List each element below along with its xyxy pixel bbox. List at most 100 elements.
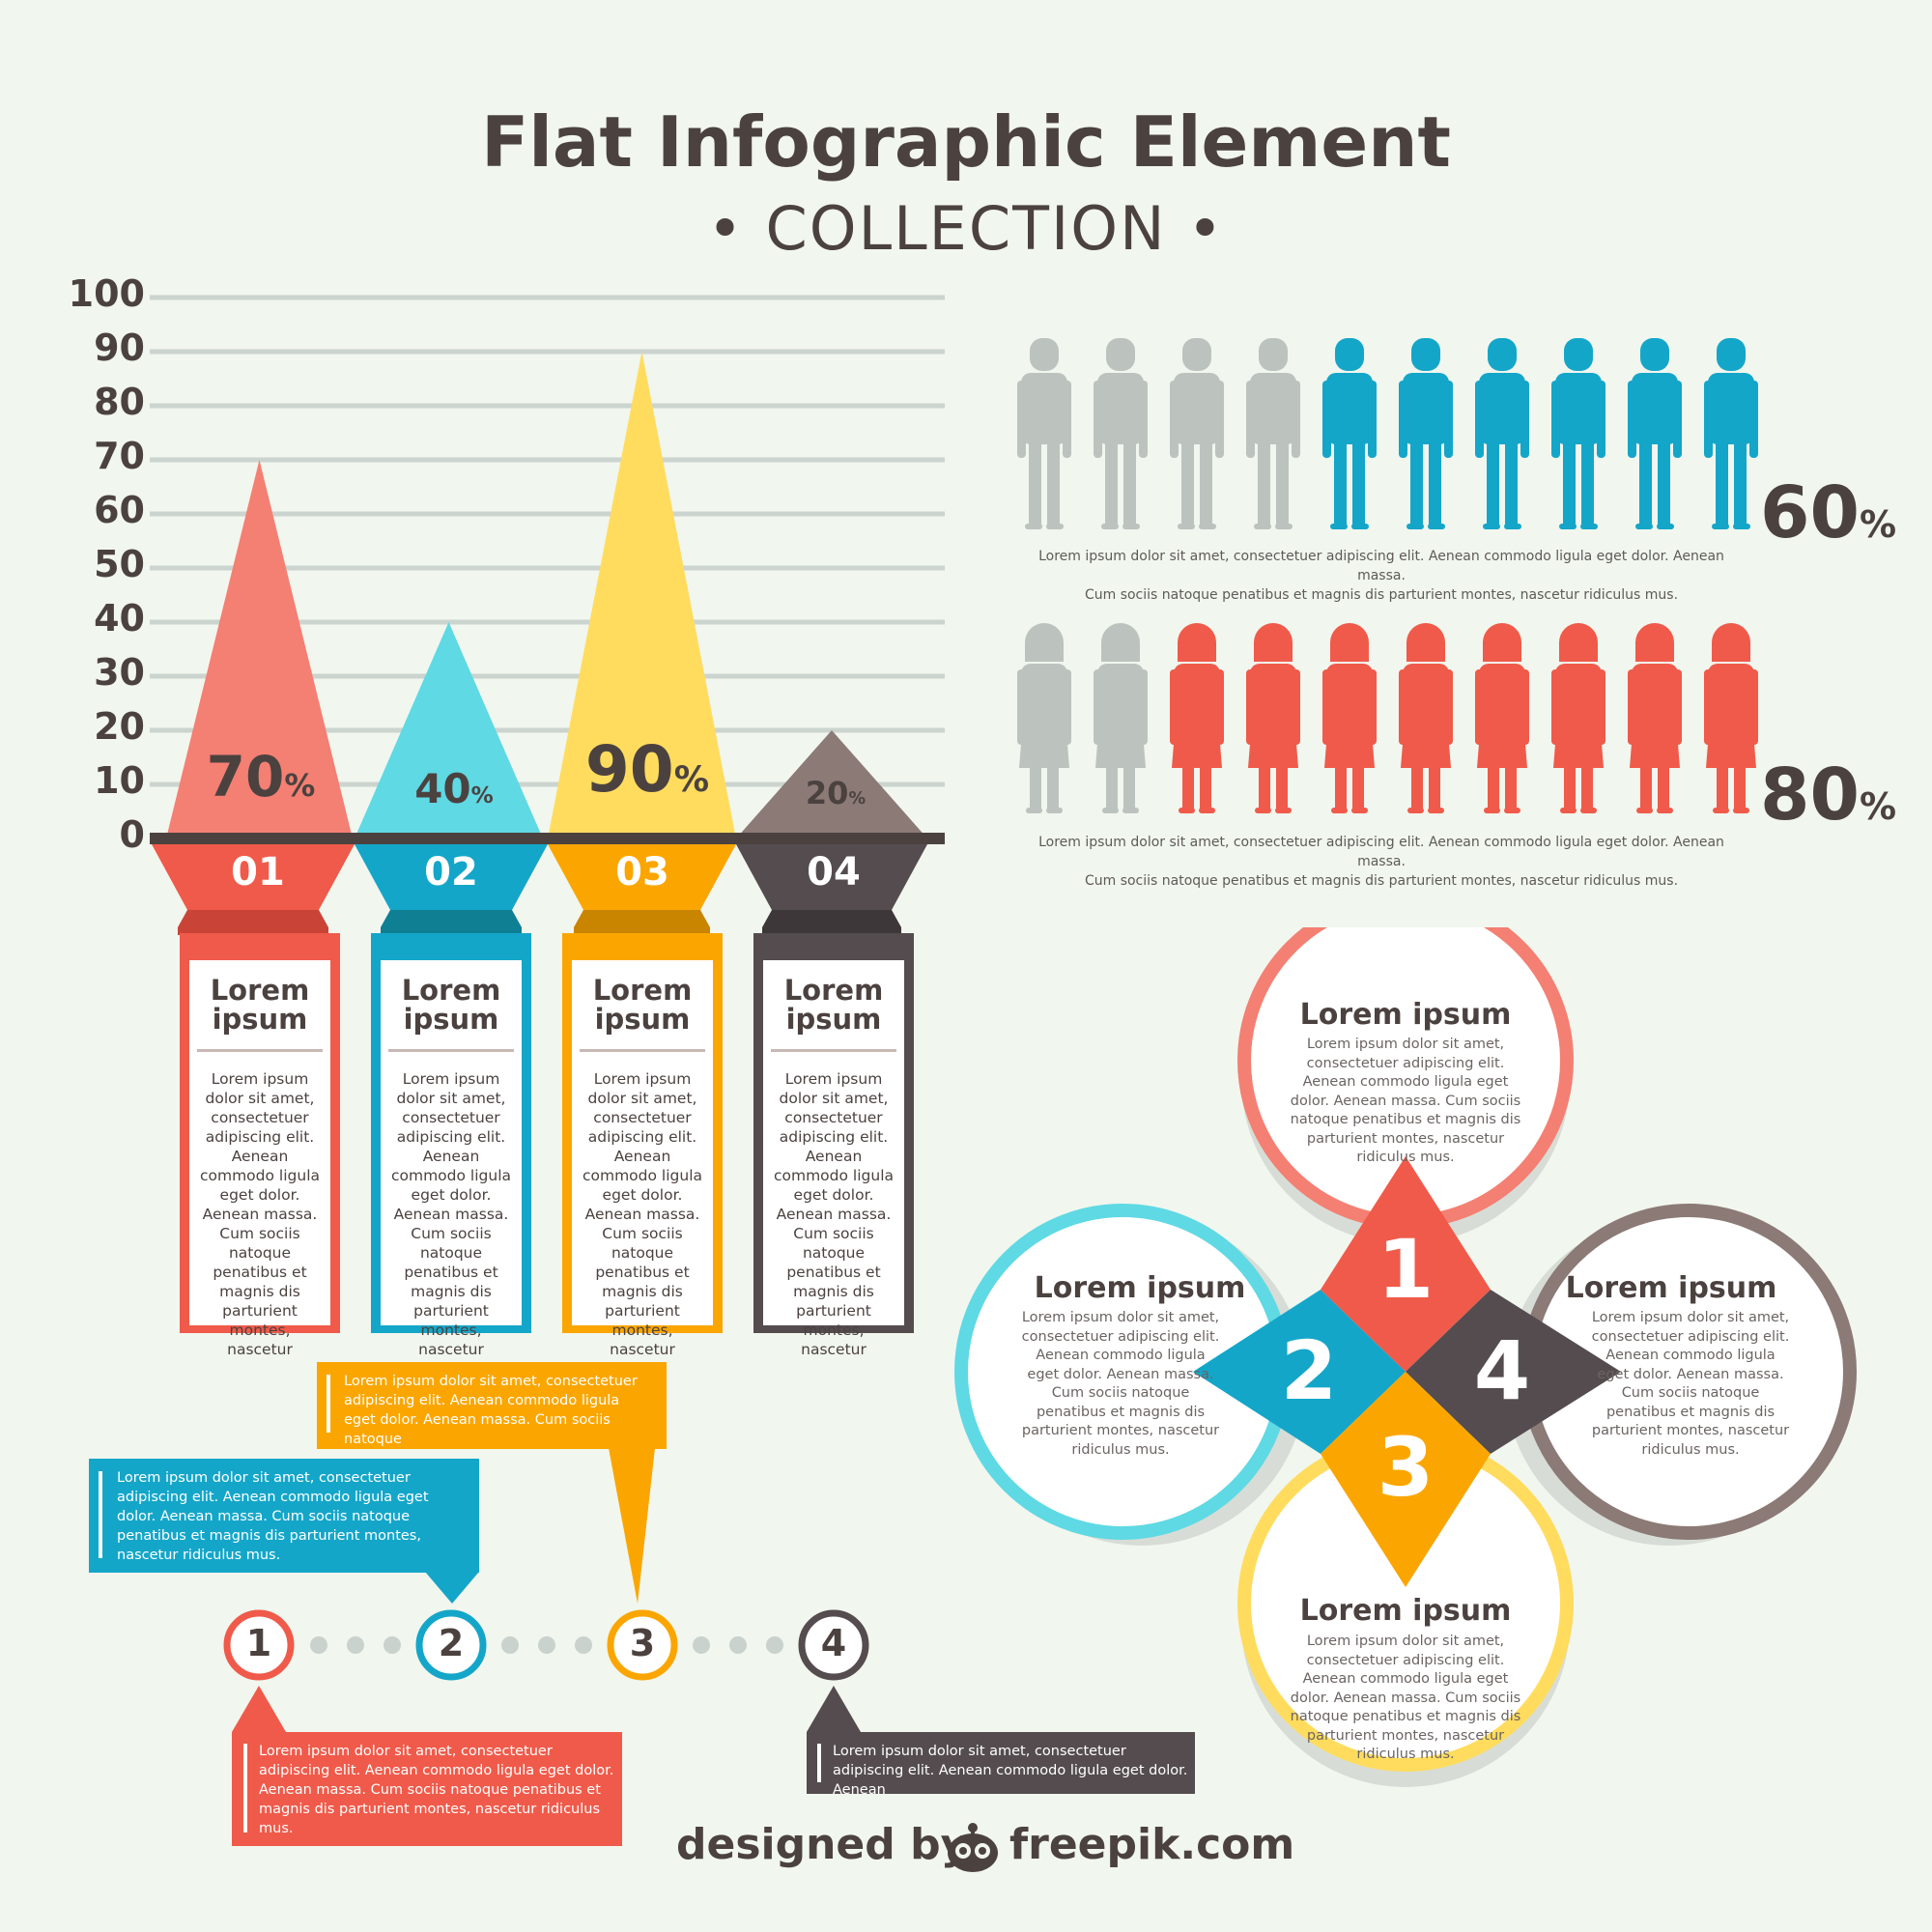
step-number-4: 4: [820, 1622, 847, 1664]
pedestal-3: [548, 844, 736, 910]
card-body: Lorem ipsum dolor sit amet, consectetuer…: [773, 1070, 894, 1358]
page-subtitle: • COLLECTION •: [707, 193, 1225, 264]
card-title: Lorem ipsum: [401, 974, 501, 1036]
tick-label: 20: [94, 705, 145, 748]
step-circle-1: [223, 1609, 295, 1681]
bar-card-2: Lorem ipsum Lorem ipsum dolor sit amet, …: [381, 960, 522, 1358]
page-title: Flat Infographic Element: [481, 101, 1451, 183]
grid-lines: [150, 295, 945, 787]
circle-right-body: Lorem ipsum dolor sit amet, consectetuer…: [1591, 1310, 1790, 1458]
men-percent: 60%: [1760, 471, 1897, 554]
tick-label: 100: [68, 272, 145, 315]
bar-3: [548, 352, 736, 838]
man-icon: [1399, 338, 1453, 529]
card-body: Lorem ipsum dolor sit amet, consectetuer…: [390, 1070, 511, 1358]
bubble-red-text: Lorem ipsum dolor sit amet, consectetuer…: [259, 1744, 614, 1836]
circle-top-title: Lorem ipsum: [1299, 998, 1512, 1032]
circle-bottom-body: Lorem ipsum dolor sit amet, consectetuer…: [1290, 1634, 1521, 1762]
bar-shapes: [166, 352, 927, 838]
bubble-orange: [317, 1362, 667, 1449]
circle-top-body: Lorem ipsum dolor sit amet, consectetuer…: [1290, 1037, 1521, 1165]
bar-4: [736, 730, 927, 838]
woman-icon: [1628, 623, 1682, 813]
tick-label: 90: [94, 327, 145, 369]
diamond-number-4: 4: [1473, 1323, 1531, 1418]
pedestal-1: [152, 844, 355, 910]
men-row: [1017, 338, 1758, 529]
bar-chart-canvas: [150, 295, 945, 844]
bar-number-4: 04: [807, 850, 861, 895]
bar-number-1: 01: [231, 850, 285, 895]
circle-right-title: Lorem ipsum: [1565, 1271, 1777, 1305]
step-number-2: 2: [438, 1622, 465, 1664]
step-circle-3: [607, 1609, 678, 1681]
tick-label: 30: [94, 651, 145, 694]
women-row: [1017, 623, 1758, 813]
diamond-1: [1321, 1156, 1491, 1372]
man-icon: [1094, 338, 1148, 529]
credit-right: freepik.com: [1009, 1820, 1295, 1869]
grid-line: [150, 511, 945, 517]
man-icon: [1322, 338, 1377, 529]
diamond-number-3: 3: [1377, 1420, 1435, 1515]
woman-icon: [1704, 623, 1758, 813]
circles-canvas: [954, 927, 1857, 1787]
diamond-number-1: 1: [1377, 1222, 1435, 1317]
step-circle-2: [415, 1609, 487, 1681]
tick-label: 50: [94, 543, 145, 585]
card-divider: [771, 1049, 896, 1052]
woman-icon: [1017, 623, 1071, 813]
bar-1: [166, 460, 353, 838]
step-number-1: 1: [245, 1622, 272, 1664]
man-icon: [1170, 338, 1224, 529]
bar-value-label-1: 70%: [206, 744, 316, 810]
circle-left-title: Lorem ipsum: [1034, 1271, 1246, 1305]
card-divider: [197, 1049, 323, 1052]
woman-icon: [1551, 623, 1605, 813]
woman-icon: [1094, 623, 1148, 813]
tick-label: 60: [94, 489, 145, 531]
circle-left-body: Lorem ipsum dolor sit amet, consectetuer…: [1021, 1310, 1220, 1458]
man-icon: [1551, 338, 1605, 529]
woman-icon: [1246, 623, 1300, 813]
diamond-4: [1406, 1290, 1621, 1454]
card-body: Lorem ipsum dolor sit amet, consectetuer…: [582, 1070, 702, 1358]
bubble-blue-text: Lorem ipsum dolor sit amet, consectetuer…: [117, 1470, 429, 1563]
bar-number-3: 03: [615, 850, 669, 895]
bar-value-label-3: 90%: [584, 732, 710, 807]
bubble-gray: [807, 1732, 1195, 1794]
tick-label: 40: [94, 597, 145, 639]
man-icon: [1017, 338, 1071, 529]
card-title: Lorem ipsum: [210, 974, 310, 1036]
tick-label: 10: [94, 759, 145, 802]
bar-value-label-2: 40%: [414, 765, 494, 812]
grid-line: [150, 619, 945, 625]
bubble-red: [232, 1732, 622, 1846]
woman-icon: [1170, 623, 1224, 813]
diamond-2: [1193, 1290, 1406, 1454]
grid-line: [150, 403, 945, 409]
card-divider: [388, 1049, 514, 1052]
steps-canvas: [89, 1362, 1195, 1846]
woman-icon: [1475, 623, 1529, 813]
grid-line: [150, 727, 945, 733]
pedestal-4: [736, 844, 927, 910]
diamond-number-2: 2: [1280, 1323, 1338, 1418]
woman-icon: [1399, 623, 1453, 813]
tick-label: 70: [94, 435, 145, 477]
man-icon: [1475, 338, 1529, 529]
bubble-gray-text: Lorem ipsum dolor sit amet, consectetuer…: [833, 1744, 1188, 1798]
diamond-3: [1321, 1372, 1491, 1587]
card-body: Lorem ipsum dolor sit amet, consectetuer…: [199, 1070, 320, 1358]
step-number-3: 3: [629, 1622, 656, 1664]
woman-icon: [1322, 623, 1377, 813]
bubble-blue: [89, 1459, 479, 1573]
grid-line: [150, 781, 945, 787]
card-title: Lorem ipsum: [592, 974, 693, 1036]
pedestal-2: [355, 844, 548, 910]
grid-line: [150, 295, 945, 300]
card-title: Lorem ipsum: [783, 974, 884, 1036]
man-icon: [1246, 338, 1300, 529]
tick-label: 0: [119, 813, 145, 856]
men-caption: Lorem ipsum dolor sit amet, consectetuer…: [1038, 549, 1724, 603]
